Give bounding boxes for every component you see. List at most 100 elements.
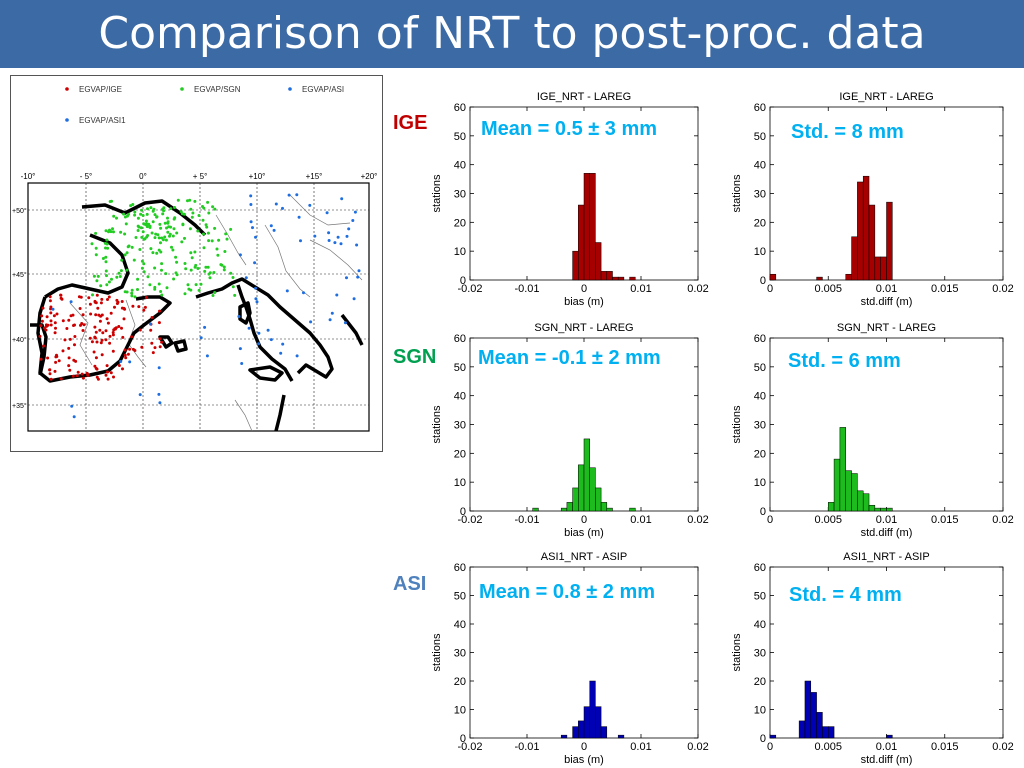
station-dot bbox=[131, 304, 135, 308]
station-dot bbox=[82, 323, 86, 327]
station-dot bbox=[49, 311, 53, 315]
x-tick-label: -0.02 bbox=[457, 741, 482, 753]
station-dot bbox=[123, 232, 127, 236]
y-axis-label: stations bbox=[431, 174, 443, 212]
station-dot bbox=[93, 325, 97, 329]
x-tick-label: 0.02 bbox=[687, 283, 708, 295]
y-tick-label: 60 bbox=[754, 333, 766, 345]
station-dot bbox=[52, 314, 56, 318]
station-dot bbox=[149, 322, 152, 326]
station-dot bbox=[111, 349, 115, 353]
station-map: EGVAP/IGE EGVAP/SGN EGVAP/ASI EGVAP/ASI1 -1… bbox=[10, 75, 383, 452]
station-dot bbox=[160, 268, 163, 272]
asi-mean-annotation: Mean = 0.8 ± 2 mm bbox=[475, 581, 660, 604]
x-tick-label: 0.005 bbox=[814, 283, 842, 295]
station-dot bbox=[238, 347, 242, 351]
station-dot bbox=[140, 235, 144, 239]
station-dot bbox=[124, 222, 128, 226]
station-dot bbox=[120, 326, 123, 330]
station-dot bbox=[163, 235, 167, 239]
station-dot bbox=[106, 298, 109, 301]
station-dot bbox=[48, 372, 52, 376]
histogram-bar bbox=[578, 720, 585, 739]
map-stations bbox=[38, 193, 361, 419]
station-dot bbox=[112, 375, 115, 379]
legend-label: EGVAP/ASI1 bbox=[79, 116, 126, 125]
coast-line bbox=[274, 394, 286, 432]
station-dot bbox=[145, 222, 149, 226]
station-dot bbox=[134, 236, 138, 239]
histogram-bar bbox=[857, 490, 864, 512]
coast-line bbox=[36, 295, 172, 383]
histogram-bar bbox=[851, 236, 858, 281]
station-dot bbox=[180, 212, 184, 216]
longitude-label: 0° bbox=[139, 172, 147, 181]
station-dot bbox=[96, 306, 100, 310]
station-dot bbox=[112, 214, 116, 218]
chart-title: IGE_NRT - LAREG bbox=[839, 91, 933, 103]
station-dot bbox=[146, 275, 150, 279]
station-dot bbox=[202, 246, 206, 250]
station-dot bbox=[100, 297, 104, 301]
asi-std-annotation: Std. = 4 mm bbox=[785, 584, 906, 607]
station-dot bbox=[141, 214, 145, 217]
station-dot bbox=[92, 274, 96, 278]
y-axis-label: stations bbox=[731, 405, 743, 443]
station-dot bbox=[295, 193, 299, 197]
station-dot bbox=[98, 328, 102, 332]
station-dot bbox=[206, 265, 210, 269]
row-label-ige: IGE bbox=[393, 112, 428, 134]
histogram-bar bbox=[845, 470, 852, 512]
station-dot bbox=[123, 253, 127, 257]
station-dot bbox=[254, 235, 257, 239]
station-dot bbox=[119, 230, 123, 234]
station-dot bbox=[146, 207, 149, 211]
station-dot bbox=[157, 236, 161, 240]
histogram-bar bbox=[578, 464, 585, 512]
y-tick-label: 30 bbox=[454, 420, 466, 432]
histogram-bar bbox=[862, 493, 870, 512]
y-tick-label: 20 bbox=[754, 448, 766, 460]
histogram-bar bbox=[572, 487, 579, 512]
longitude-label: - 5° bbox=[80, 172, 93, 181]
y-tick-label: 60 bbox=[454, 333, 466, 345]
station-dot bbox=[208, 276, 212, 280]
station-dot bbox=[117, 364, 121, 367]
station-dot bbox=[153, 266, 157, 270]
station-dot bbox=[171, 234, 175, 238]
station-dot bbox=[95, 279, 99, 283]
station-dot bbox=[59, 293, 63, 297]
station-dot bbox=[104, 373, 108, 377]
station-dot bbox=[130, 291, 134, 295]
y-tick-label: 0 bbox=[460, 275, 466, 287]
station-dot bbox=[115, 275, 119, 279]
station-dot bbox=[54, 360, 58, 364]
station-dot bbox=[225, 237, 229, 241]
station-dot bbox=[197, 288, 201, 292]
histogram-bar bbox=[583, 438, 590, 512]
x-tick-label: 0.015 bbox=[931, 741, 959, 753]
station-dot bbox=[345, 234, 349, 238]
station-dot bbox=[106, 377, 110, 381]
histogram-bar bbox=[868, 204, 876, 281]
station-dot bbox=[123, 348, 127, 352]
histogram-bar bbox=[612, 276, 619, 281]
station-dot bbox=[229, 227, 233, 231]
station-dot bbox=[100, 338, 104, 342]
histogram-bar bbox=[572, 250, 579, 281]
histogram-bar bbox=[572, 726, 579, 739]
station-dot bbox=[295, 354, 299, 358]
station-dot bbox=[150, 316, 154, 319]
histogram-bar bbox=[886, 201, 893, 281]
station-dot bbox=[125, 251, 129, 255]
y-tick-label: 10 bbox=[754, 246, 766, 258]
station-dot bbox=[49, 319, 53, 323]
histogram-bar bbox=[600, 726, 608, 739]
station-dot bbox=[95, 293, 99, 297]
station-dot bbox=[340, 197, 344, 201]
station-dot bbox=[120, 258, 124, 262]
station-dot bbox=[172, 277, 176, 281]
station-dot bbox=[190, 215, 194, 219]
station-dot bbox=[105, 364, 109, 368]
station-dot bbox=[107, 280, 111, 284]
